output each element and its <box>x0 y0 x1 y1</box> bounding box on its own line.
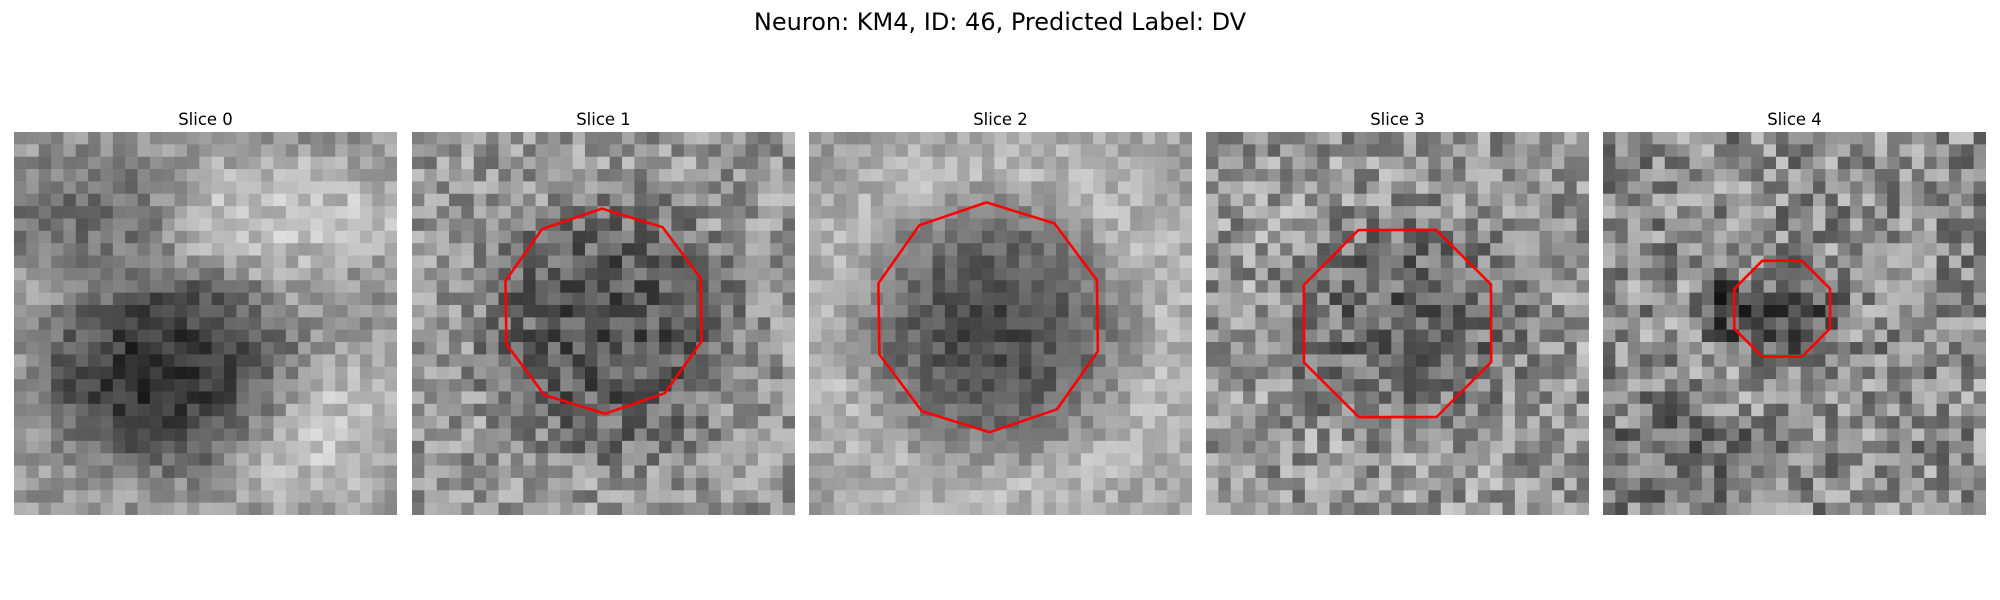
slice-1-title: Slice 1 <box>576 110 631 129</box>
panel-slice-0: Slice 0 <box>14 108 397 515</box>
slice-4-contour <box>1732 259 1832 358</box>
slice-2-image <box>809 132 1192 515</box>
panel-slice-3: Slice 3 <box>1206 108 1589 515</box>
slice-4-image <box>1603 132 1986 515</box>
slice-3-image <box>1206 132 1589 515</box>
slice-3-contour <box>1302 228 1493 419</box>
slice-0-title: Slice 0 <box>178 110 233 129</box>
slice-1-image <box>412 132 795 515</box>
panel-slice-4: Slice 4 <box>1603 108 1986 515</box>
slice-2-contour <box>877 201 1100 434</box>
slice-3-title: Slice 3 <box>1370 110 1425 129</box>
slice-1-contour <box>504 207 703 416</box>
panel-slice-1: Slice 1 <box>412 108 795 515</box>
slice-2-title: Slice 2 <box>973 110 1028 129</box>
figure-title: Neuron: KM4, ID: 46, Predicted Label: DV <box>753 8 1247 36</box>
slice-0-image <box>14 132 397 515</box>
panel-slice-2: Slice 2 <box>809 108 1192 515</box>
slice-4-title: Slice 4 <box>1767 110 1822 129</box>
